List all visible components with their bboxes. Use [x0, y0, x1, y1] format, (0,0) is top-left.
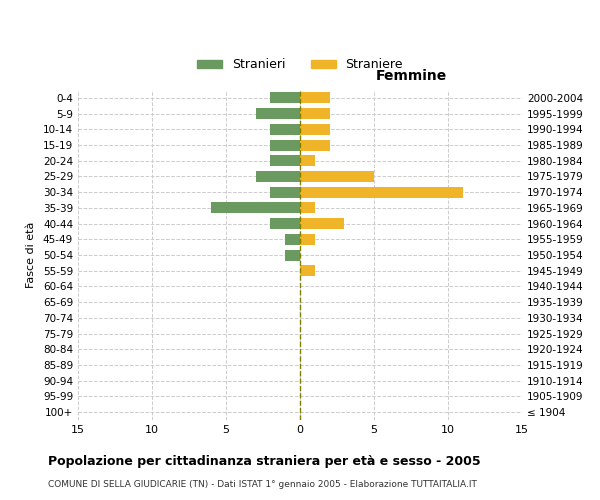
Text: COMUNE DI SELLA GIUDICARIE (TN) - Dati ISTAT 1° gennaio 2005 - Elaborazione TUTT: COMUNE DI SELLA GIUDICARIE (TN) - Dati I…	[48, 480, 477, 489]
Bar	[271, 218, 300, 229]
Bar	[211, 202, 300, 213]
Text: Popolazione per cittadinanza straniera per età e sesso - 2005: Popolazione per cittadinanza straniera p…	[48, 455, 481, 468]
Bar	[300, 140, 329, 150]
Bar	[271, 92, 300, 104]
Text: Femmine: Femmine	[376, 70, 446, 84]
Bar	[300, 155, 315, 166]
Bar	[285, 250, 300, 260]
Y-axis label: Fasce di età: Fasce di età	[26, 222, 36, 288]
Bar	[271, 124, 300, 135]
Bar	[300, 108, 329, 119]
Bar	[300, 92, 329, 104]
Bar	[256, 171, 300, 182]
Bar	[300, 234, 315, 245]
Bar	[300, 171, 374, 182]
Bar	[271, 140, 300, 150]
Bar	[271, 186, 300, 198]
Bar	[285, 234, 300, 245]
Bar	[256, 108, 300, 119]
Bar	[271, 155, 300, 166]
Bar	[300, 202, 315, 213]
Bar	[300, 265, 315, 276]
Bar	[300, 124, 329, 135]
Bar	[300, 218, 344, 229]
Legend: Stranieri, Straniere: Stranieri, Straniere	[192, 54, 408, 76]
Bar	[300, 186, 463, 198]
